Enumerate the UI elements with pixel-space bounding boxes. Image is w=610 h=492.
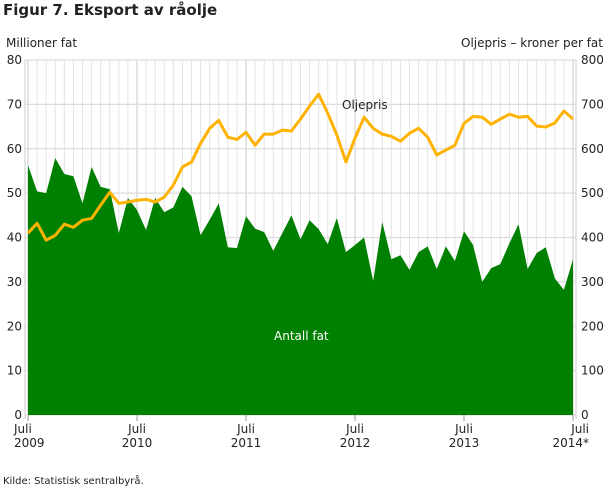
- plot-area: [26, 92, 574, 415]
- left-tick-label: 60: [7, 142, 22, 156]
- left-tick-label: 80: [7, 53, 22, 67]
- x-tick-month: Juli: [13, 422, 32, 436]
- x-tick-year: 2012: [340, 436, 371, 450]
- area-antall-fat: [28, 158, 573, 415]
- x-tick-year: 2013: [449, 436, 480, 450]
- x-tick-year: 2011: [231, 436, 262, 450]
- left-tick-label: 70: [7, 97, 22, 111]
- source-note: Kilde: Statistisk sentralbyrå.: [3, 474, 144, 487]
- right-tick-label: 200: [581, 319, 604, 333]
- right-tick-label: 400: [581, 231, 604, 245]
- left-tick-label: 30: [7, 275, 22, 289]
- x-tick-month: Juli: [454, 422, 473, 436]
- x-tick-year: 2009: [14, 436, 45, 450]
- series-label-oljepris: Oljepris: [342, 98, 388, 112]
- series-label-antall-fat: Antall fat: [274, 329, 329, 343]
- right-tick-label: 0: [581, 408, 589, 422]
- line-oljepris: [26, 92, 574, 242]
- right-tick-label: 600: [581, 142, 604, 156]
- x-tick-month: Juli: [345, 422, 364, 436]
- x-tick-month: Juli: [236, 422, 255, 436]
- axis-ticks: 0 0 10 100 20 200 30 300 40 400 50 500 60 600 70 700 80 8…: [7, 53, 604, 450]
- left-tick-label: 0: [14, 408, 22, 422]
- left-tick-label: 10: [7, 364, 22, 378]
- x-tick-year: 2014*: [552, 436, 589, 450]
- x-tick-month: Juli: [127, 422, 146, 436]
- right-tick-label: 700: [581, 97, 604, 111]
- right-tick-label: 100: [581, 364, 604, 378]
- right-axis-title: Oljepris – kroner per fat: [461, 36, 603, 50]
- x-tick-month: Juli: [570, 422, 589, 436]
- left-axis-title: Millioner fat: [6, 36, 77, 50]
- x-tick-year: 2010: [122, 436, 153, 450]
- right-tick-label: 300: [581, 275, 604, 289]
- right-tick-label: 800: [581, 53, 604, 67]
- left-tick-label: 20: [7, 319, 22, 333]
- chart-title: Figur 7. Eksport av råolje: [3, 1, 217, 19]
- left-tick-label: 40: [7, 231, 22, 245]
- right-tick-label: 500: [581, 186, 604, 200]
- left-tick-label: 50: [7, 186, 22, 200]
